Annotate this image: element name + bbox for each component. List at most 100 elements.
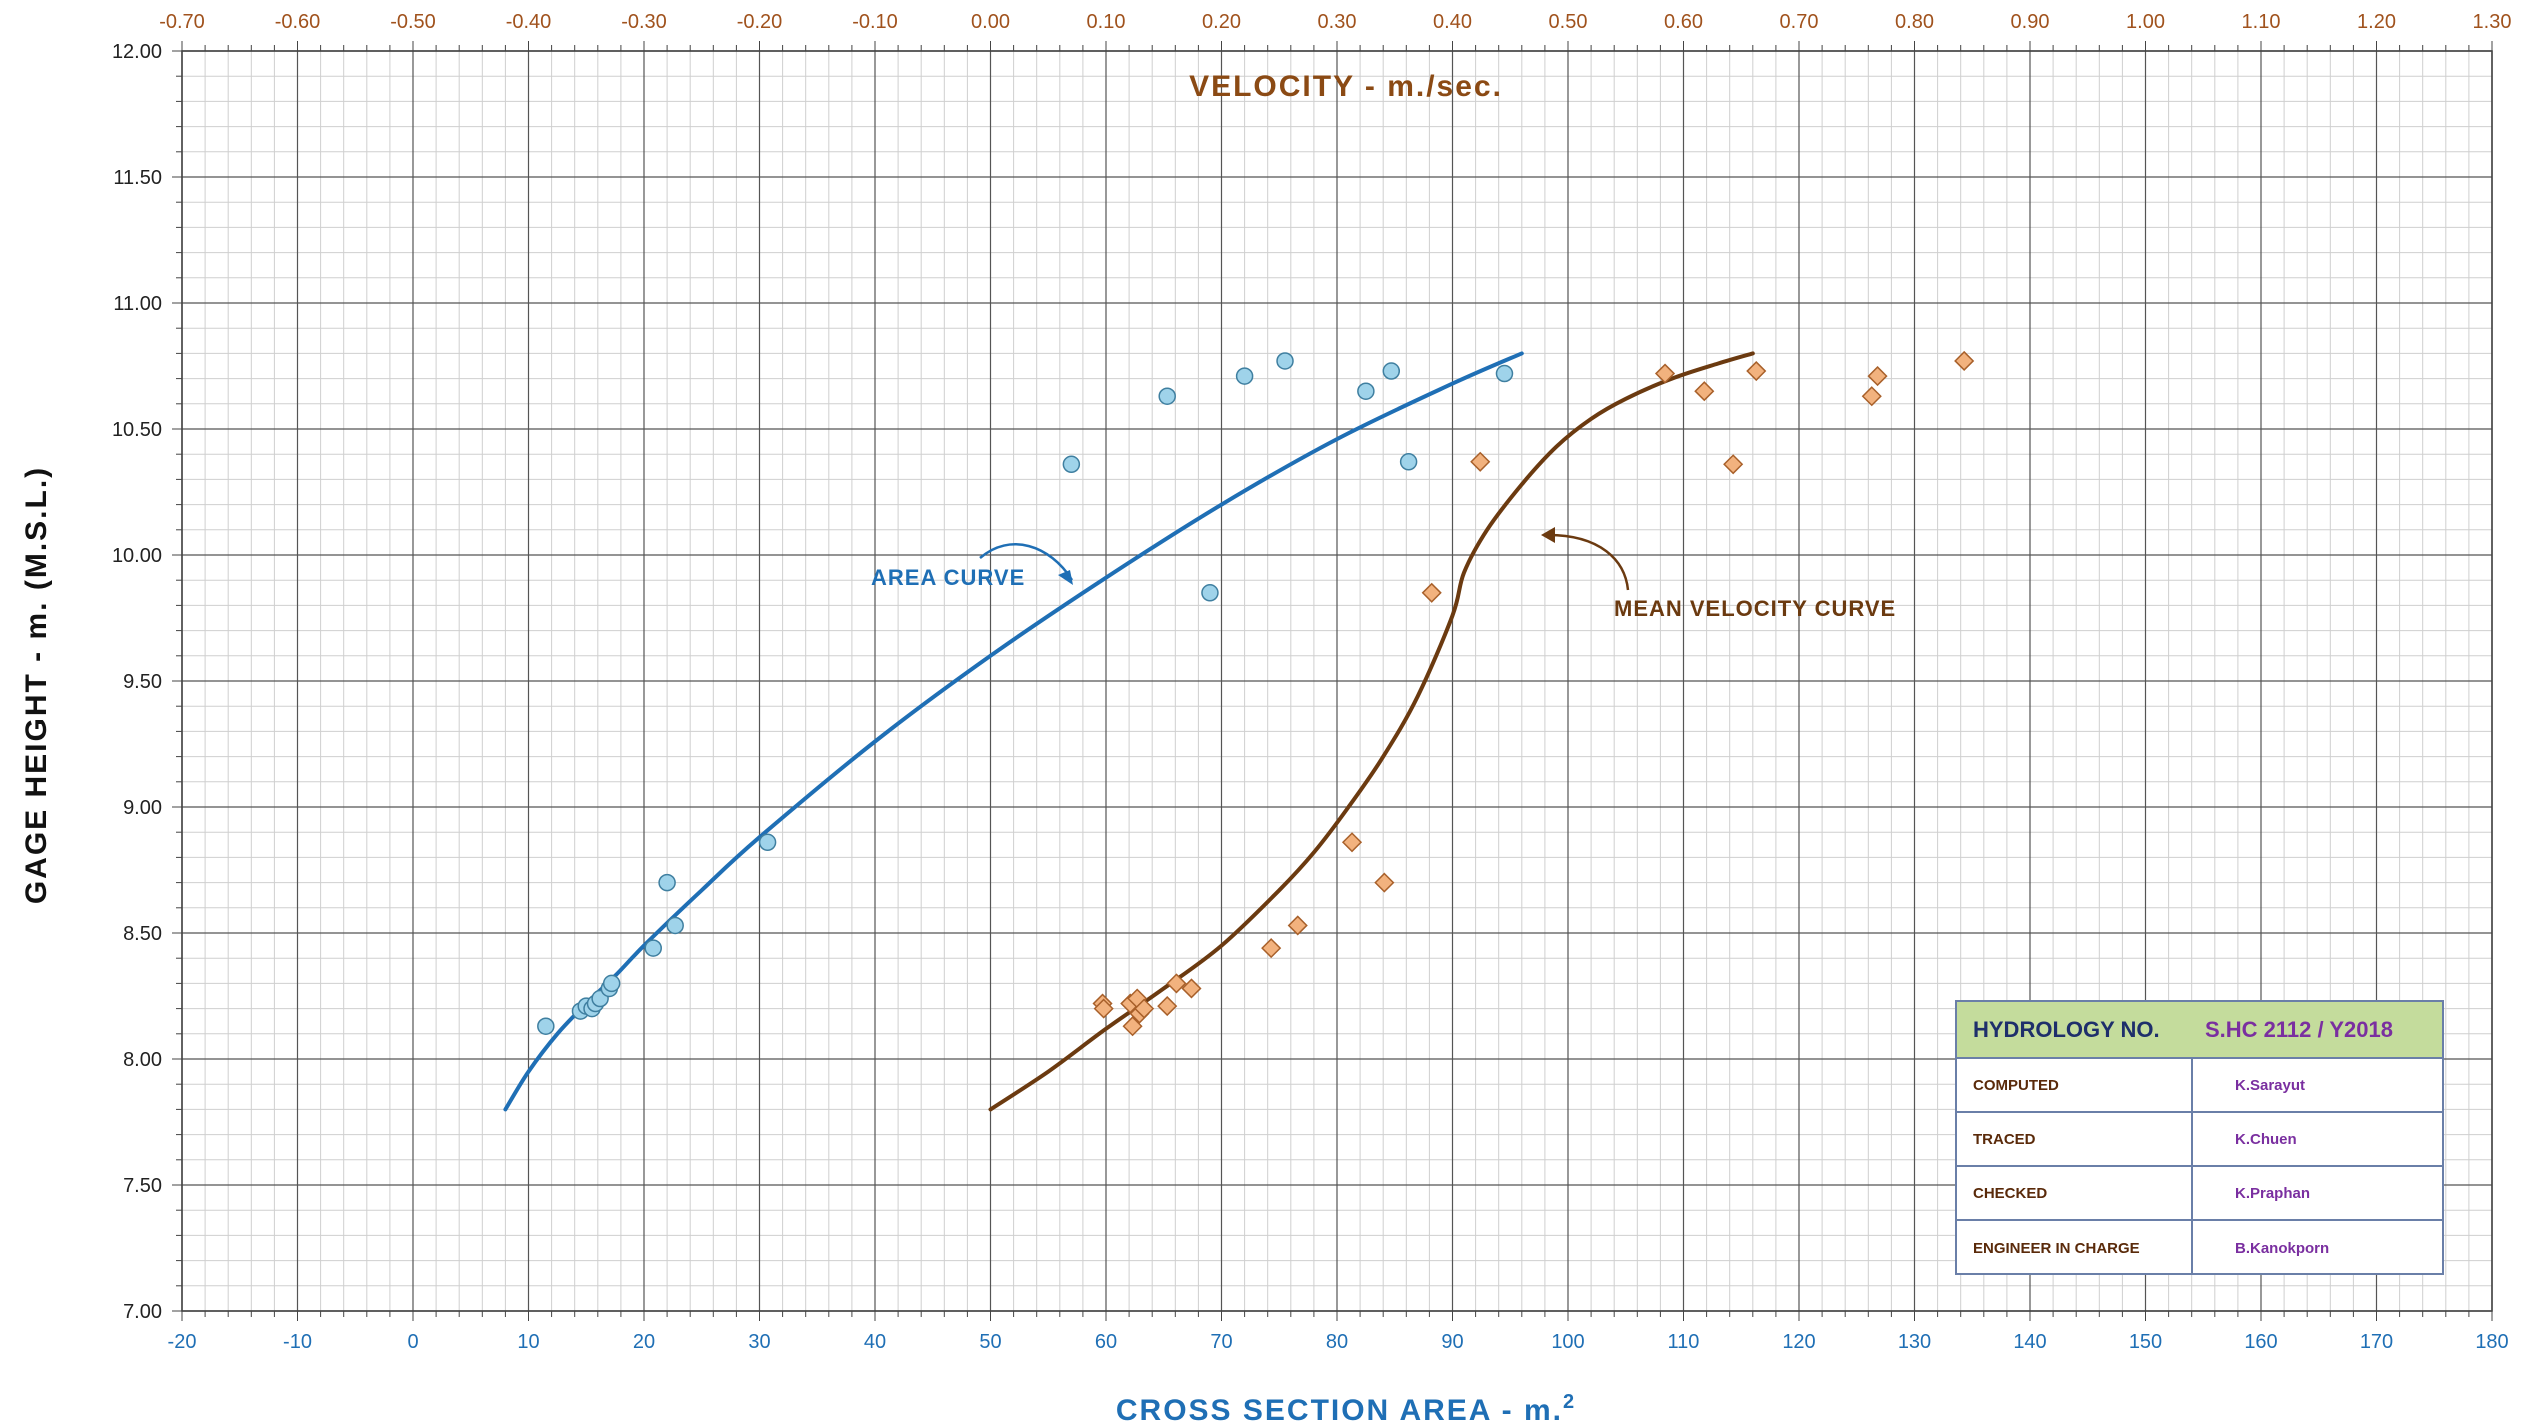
x-tick-label: 90 xyxy=(1441,1331,1463,1353)
velocity-point xyxy=(1374,872,1395,893)
area-point xyxy=(758,833,777,852)
x-axis-title-superscript: 2 xyxy=(1563,1391,1576,1413)
x2-tick-label: 0.80 xyxy=(1895,11,1934,33)
info-row-key: COMPUTED xyxy=(1957,1059,2193,1111)
velocity-point xyxy=(1746,360,1767,382)
y-tick-label: 9.50 xyxy=(123,671,162,693)
velocity-point xyxy=(1093,998,1114,1019)
velocity-point xyxy=(1421,582,1442,603)
x-tick-label: 110 xyxy=(1668,1331,1700,1353)
x2-tick-label: 0.60 xyxy=(1664,11,1703,33)
velocity-point xyxy=(1157,996,1178,1017)
velocity-curve-arrow xyxy=(1547,533,1630,591)
area-point xyxy=(1382,362,1401,380)
area-point xyxy=(1276,352,1294,370)
y-tick-label: 8.00 xyxy=(123,1049,162,1071)
x2-tick-label: -0.40 xyxy=(506,11,552,33)
x2-tick-label: -0.20 xyxy=(737,11,783,33)
area-point xyxy=(1158,387,1176,405)
y-tick-label: 9.00 xyxy=(123,797,162,819)
y-tick-label: 10.50 xyxy=(112,419,162,441)
area-curve-label: AREA CURVE xyxy=(871,565,1025,590)
x2-tick-label: 0.10 xyxy=(1087,11,1126,33)
area-point xyxy=(537,1017,555,1035)
hydrology-no-label: HYDROLOGY NO. xyxy=(1973,1016,2160,1042)
x-tick-label: 50 xyxy=(979,1331,1001,1353)
velocity-point xyxy=(1261,938,1282,959)
tick-labels: -20 -10 0 10 20 30 40 50 60 70 80 90 100 110 120 130 140… xyxy=(112,11,2512,1353)
velocity-point xyxy=(1341,832,1363,853)
area-point xyxy=(1235,367,1254,385)
velocity-point xyxy=(1723,454,1744,475)
area-point xyxy=(644,939,662,957)
y-tick-label: 12.00 xyxy=(112,41,162,63)
velocity-curve-annotation: MEAN VELOCITY CURVE xyxy=(1541,527,1896,621)
x-tick-label: 80 xyxy=(1326,1331,1348,1353)
hydrology-no-value: S.HC 2112 / Y2018 xyxy=(2205,1016,2393,1042)
info-row-value: K.Chuen xyxy=(2235,1130,2297,1148)
area-point xyxy=(1201,584,1219,602)
velocity-point xyxy=(1287,915,1308,936)
y-tick-label: 7.50 xyxy=(123,1175,162,1197)
area-point xyxy=(1357,382,1375,400)
x-tick-label: 100 xyxy=(1551,1331,1584,1353)
x-tick-label: 60 xyxy=(1095,1331,1117,1353)
x-tick-label: -10 xyxy=(283,1331,312,1353)
info-box-header: HYDROLOGY NO. S.HC 2112 / Y2018 xyxy=(1957,1002,2442,1059)
x2-tick-label: 1.10 xyxy=(2242,11,2281,33)
area-point xyxy=(1399,453,1418,471)
area-point xyxy=(602,974,621,993)
velocity-curve-arrowhead xyxy=(1541,527,1555,543)
x2-tick-label: 1.00 xyxy=(2126,11,2165,33)
x-tick-label: 20 xyxy=(633,1331,655,1353)
info-box: HYDROLOGY NO. S.HC 2112 / Y2018 COMPUTED… xyxy=(1955,1000,2444,1275)
x-tick-label: 170 xyxy=(2360,1331,2393,1353)
area-curve-arrow xyxy=(979,543,1074,581)
area-point xyxy=(1062,455,1081,474)
x-tick-label: 10 xyxy=(517,1331,539,1353)
info-row-key: TRACED xyxy=(1957,1113,2193,1165)
info-row-traced: TRACED K.Chuen xyxy=(1957,1113,2442,1167)
x2-tick-label: 0.70 xyxy=(1780,11,1819,33)
x2-tick-label: 1.20 xyxy=(2357,11,2396,33)
x-axis-title: CROSS SECTION AREA - m.2 xyxy=(1116,1391,1576,1426)
y-tick-label: 7.00 xyxy=(123,1301,162,1323)
velocity-point xyxy=(1954,350,1975,372)
x2-tick-label: -0.50 xyxy=(390,11,436,33)
info-row-computed: COMPUTED K.Sarayut xyxy=(1957,1059,2442,1113)
area-point xyxy=(658,873,676,892)
x-tick-label: 0 xyxy=(407,1331,418,1353)
x-tick-label: 180 xyxy=(2475,1331,2508,1353)
info-row-key: ENGINEER IN CHARGE xyxy=(1957,1221,2193,1275)
x-tick-label: 130 xyxy=(1898,1331,1931,1353)
x2-tick-label: -0.60 xyxy=(275,11,321,33)
velocity-point xyxy=(1470,451,1491,472)
x2-tick-label: 0.40 xyxy=(1433,11,1472,33)
velocity-point xyxy=(1122,1016,1143,1037)
x2-tick-label: -0.10 xyxy=(852,11,898,33)
x-tick-label: -20 xyxy=(168,1331,197,1353)
x-tick-label: 160 xyxy=(2244,1331,2277,1353)
y-axis-title: GAGE HEIGHT - m. (M.S.L.) xyxy=(20,466,53,904)
velocity-curve-label: MEAN VELOCITY CURVE xyxy=(1614,596,1896,621)
velocity-point xyxy=(1867,366,1888,387)
y-tick-label: 11.00 xyxy=(113,293,162,315)
x-axis-title-text: CROSS SECTION AREA - m. xyxy=(1116,1394,1563,1426)
info-row-key: CHECKED xyxy=(1957,1167,2193,1219)
x-tick-label: 150 xyxy=(2129,1331,2162,1353)
area-curve-annotation: AREA CURVE xyxy=(871,543,1074,590)
mean-velocity-curve xyxy=(988,351,1755,1112)
y-tick-label: 11.50 xyxy=(113,167,162,189)
info-row-checked: CHECKED K.Praphan xyxy=(1957,1167,2442,1221)
velocity-point xyxy=(1694,381,1715,402)
x2-tick-label: 0.00 xyxy=(971,11,1010,33)
area-point xyxy=(1495,364,1514,383)
x2-tick-label: 0.90 xyxy=(2011,11,2050,33)
x2-tick-label: 1.30 xyxy=(2473,11,2512,33)
velocity-point xyxy=(1181,978,1202,999)
info-row-value: K.Sarayut xyxy=(2235,1076,2306,1094)
data-points xyxy=(537,350,1975,1037)
x2-tick-label: 0.50 xyxy=(1549,11,1588,33)
y-tick-label: 10.00 xyxy=(112,545,162,567)
velocity-point xyxy=(1861,386,1882,407)
